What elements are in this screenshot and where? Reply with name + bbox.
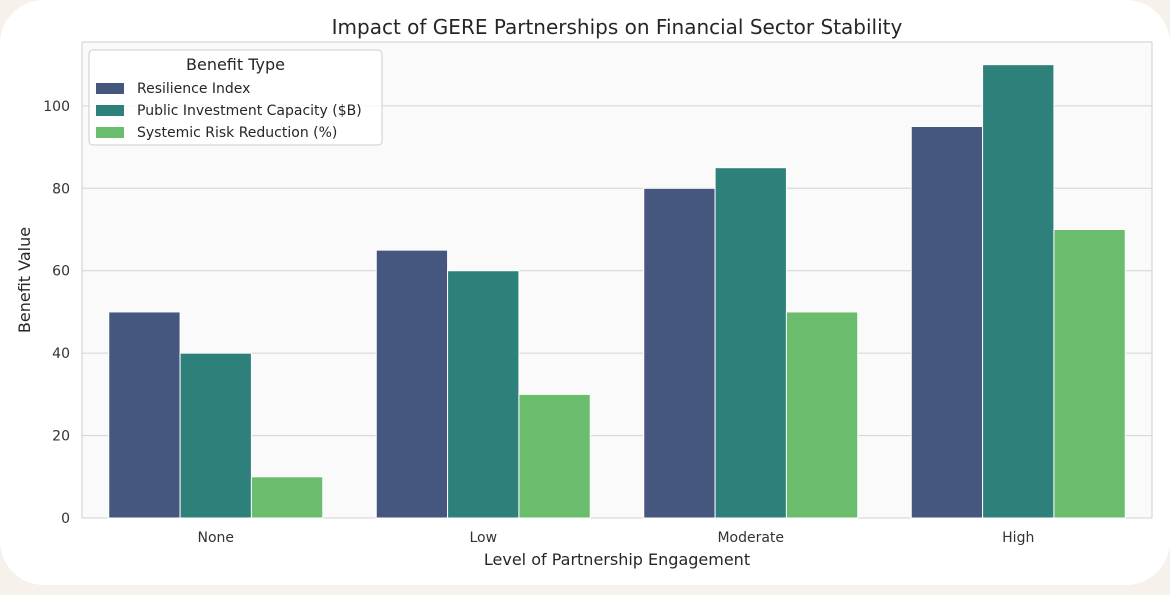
legend-swatch bbox=[96, 105, 124, 116]
bars bbox=[108, 64, 1126, 519]
y-tick-label: 0 bbox=[61, 511, 70, 527]
x-tick-label: Low bbox=[469, 530, 497, 546]
bar-low-series-2 bbox=[447, 270, 520, 519]
legend-box bbox=[88, 49, 383, 146]
bar-none-series-2 bbox=[179, 352, 252, 519]
y-tick-labels: 0 20 40 60 80 100 bbox=[43, 99, 70, 527]
bar-moderate-series-3 bbox=[785, 311, 859, 519]
bar-high-series-3 bbox=[1053, 229, 1126, 519]
bar-low-series-3 bbox=[518, 393, 591, 519]
bar-none-series-3 bbox=[250, 476, 324, 519]
legend-entry-label: Resilience Index bbox=[137, 81, 250, 97]
y-tick-label: 80 bbox=[52, 181, 70, 197]
y-tick-label: 60 bbox=[52, 264, 70, 280]
legend-items: Resilience Index Public Investment Capaci… bbox=[96, 81, 362, 141]
bar-low-series-1 bbox=[375, 249, 449, 519]
bar-high-series-1 bbox=[910, 125, 984, 519]
bar-moderate-series-1 bbox=[643, 187, 716, 519]
x-tick-label: High bbox=[1002, 530, 1034, 546]
chart-title: Impact of GERE Partnerships on Financial… bbox=[332, 15, 903, 39]
bar-moderate-series-2 bbox=[714, 167, 787, 519]
y-tick-label: 40 bbox=[52, 346, 70, 362]
bar-high-series-2 bbox=[982, 64, 1055, 519]
y-tick-label: 20 bbox=[52, 429, 70, 445]
legend-entry-label: Systemic Risk Reduction (%) bbox=[137, 125, 337, 141]
y-axis-label: Benefit Value bbox=[15, 227, 34, 333]
bar-none-series-1 bbox=[108, 311, 181, 519]
legend-title: Benefit Type bbox=[186, 55, 285, 74]
y-tick-label: 100 bbox=[43, 99, 70, 115]
legend-swatch bbox=[96, 83, 124, 94]
legend-entry-label: Public Investment Capacity ($B) bbox=[137, 103, 362, 119]
x-tick-label: Moderate bbox=[717, 530, 784, 546]
x-tick-labels: None Low Moderate High bbox=[197, 530, 1034, 546]
legend: Benefit Type Resilience Index Public Inve… bbox=[88, 49, 383, 146]
x-axis-label: Level of Partnership Engagement bbox=[484, 550, 750, 569]
x-tick-label: None bbox=[197, 530, 234, 546]
legend-swatch bbox=[96, 127, 124, 138]
